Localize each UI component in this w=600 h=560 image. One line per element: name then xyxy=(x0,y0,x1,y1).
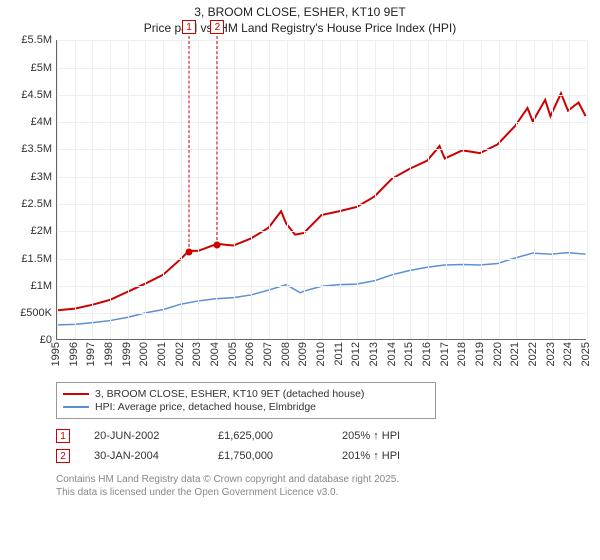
chart-title: 3, BROOM CLOSE, ESHER, KT10 9ET Price pa… xyxy=(8,4,592,36)
x-tick-label: 2024 xyxy=(562,342,574,366)
event-date: 20-JUN-2002 xyxy=(94,430,194,442)
y-tick-label: £4M xyxy=(31,116,52,128)
chart-area: £0£500K£1M£1.5M£2M£2.5M£3M£3.5M£4M£4.5M£… xyxy=(8,40,592,380)
x-tick-label: 2005 xyxy=(227,342,239,366)
event-price: £1,625,000 xyxy=(218,430,318,442)
legend-swatch xyxy=(63,393,89,395)
chart-marker-1: 1 xyxy=(182,20,196,34)
footnote-line-2: This data is licensed under the Open Gov… xyxy=(56,487,338,498)
event-price: £1,750,000 xyxy=(218,450,318,462)
y-tick-label: £3M xyxy=(31,171,52,183)
x-tick-label: 2008 xyxy=(280,342,292,366)
chart-marker-dot xyxy=(185,248,192,255)
legend-swatch xyxy=(63,406,89,408)
event-table: 1 20-JUN-2002 £1,625,000 205% ↑ HPI 2 30… xyxy=(56,429,592,463)
x-tick-label: 2009 xyxy=(297,342,309,366)
x-tick-label: 2014 xyxy=(386,342,398,366)
event-date: 30-JAN-2004 xyxy=(94,450,194,462)
x-tick-label: 2003 xyxy=(191,342,203,366)
event-delta: 205% ↑ HPI xyxy=(342,430,442,442)
chart-marker-dot xyxy=(214,241,221,248)
x-tick-label: 2020 xyxy=(492,342,504,366)
legend-item: HPI: Average price, detached house, Elmb… xyxy=(63,401,429,413)
event-delta: 201% ↑ HPI xyxy=(342,450,442,462)
chart-marker-dropline xyxy=(217,36,218,245)
x-tick-label: 2025 xyxy=(580,342,592,366)
y-tick-label: £1M xyxy=(31,280,52,292)
footnote: Contains HM Land Registry data © Crown c… xyxy=(56,473,592,499)
x-tick-label: 2013 xyxy=(368,342,380,366)
x-tick-label: 1996 xyxy=(68,342,80,366)
y-axis-labels: £0£500K£1M£1.5M£2M£2.5M£3M£3.5M£4M£4.5M£… xyxy=(8,40,56,340)
x-tick-label: 2018 xyxy=(456,342,468,366)
chart-marker-2: 2 xyxy=(210,20,224,34)
title-line-1: 3, BROOM CLOSE, ESHER, KT10 9ET xyxy=(194,5,405,19)
x-tick-label: 2015 xyxy=(403,342,415,366)
x-tick-label: 2019 xyxy=(474,342,486,366)
x-tick-label: 1995 xyxy=(50,342,62,366)
event-marker-icon: 2 xyxy=(56,449,70,463)
x-tick-label: 2007 xyxy=(262,342,274,366)
event-row: 1 20-JUN-2002 £1,625,000 205% ↑ HPI xyxy=(56,429,592,443)
y-tick-label: £5M xyxy=(31,62,52,74)
legend: 3, BROOM CLOSE, ESHER, KT10 9ET (detache… xyxy=(56,382,436,419)
x-tick-label: 2022 xyxy=(527,342,539,366)
x-tick-label: 2011 xyxy=(333,342,345,366)
x-tick-label: 1998 xyxy=(103,342,115,366)
legend-label: HPI: Average price, detached house, Elmb… xyxy=(95,401,316,413)
y-tick-label: £1.5M xyxy=(21,253,52,265)
x-tick-label: 2016 xyxy=(421,342,433,366)
x-tick-label: 1999 xyxy=(121,342,133,366)
x-tick-label: 1997 xyxy=(85,342,97,366)
x-tick-label: 2012 xyxy=(350,342,362,366)
x-tick-label: 2023 xyxy=(545,342,557,366)
y-tick-label: £3.5M xyxy=(21,143,52,155)
chart-container: 3, BROOM CLOSE, ESHER, KT10 9ET Price pa… xyxy=(0,0,600,507)
y-tick-label: £2.5M xyxy=(21,198,52,210)
footnote-line-1: Contains HM Land Registry data © Crown c… xyxy=(56,474,399,485)
x-tick-label: 2017 xyxy=(439,342,451,366)
event-marker-icon: 1 xyxy=(56,429,70,443)
x-tick-label: 2021 xyxy=(509,342,521,366)
x-tick-label: 2001 xyxy=(156,342,168,366)
y-tick-label: £4.5M xyxy=(21,89,52,101)
plot-area: 12 xyxy=(56,40,586,340)
x-tick-label: 2006 xyxy=(244,342,256,366)
event-row: 2 30-JAN-2004 £1,750,000 201% ↑ HPI xyxy=(56,449,592,463)
x-tick-label: 2002 xyxy=(174,342,186,366)
x-tick-label: 2000 xyxy=(138,342,150,366)
y-tick-label: £5.5M xyxy=(21,34,52,46)
y-tick-label: £500K xyxy=(20,307,52,319)
x-axis-labels: 1995199619971998199920002001200220032004… xyxy=(56,342,586,380)
legend-item: 3, BROOM CLOSE, ESHER, KT10 9ET (detache… xyxy=(63,388,429,400)
x-tick-label: 2004 xyxy=(209,342,221,366)
chart-marker-dropline xyxy=(188,36,189,251)
y-tick-label: £2M xyxy=(31,225,52,237)
legend-label: 3, BROOM CLOSE, ESHER, KT10 9ET (detache… xyxy=(95,388,364,400)
x-tick-label: 2010 xyxy=(315,342,327,366)
